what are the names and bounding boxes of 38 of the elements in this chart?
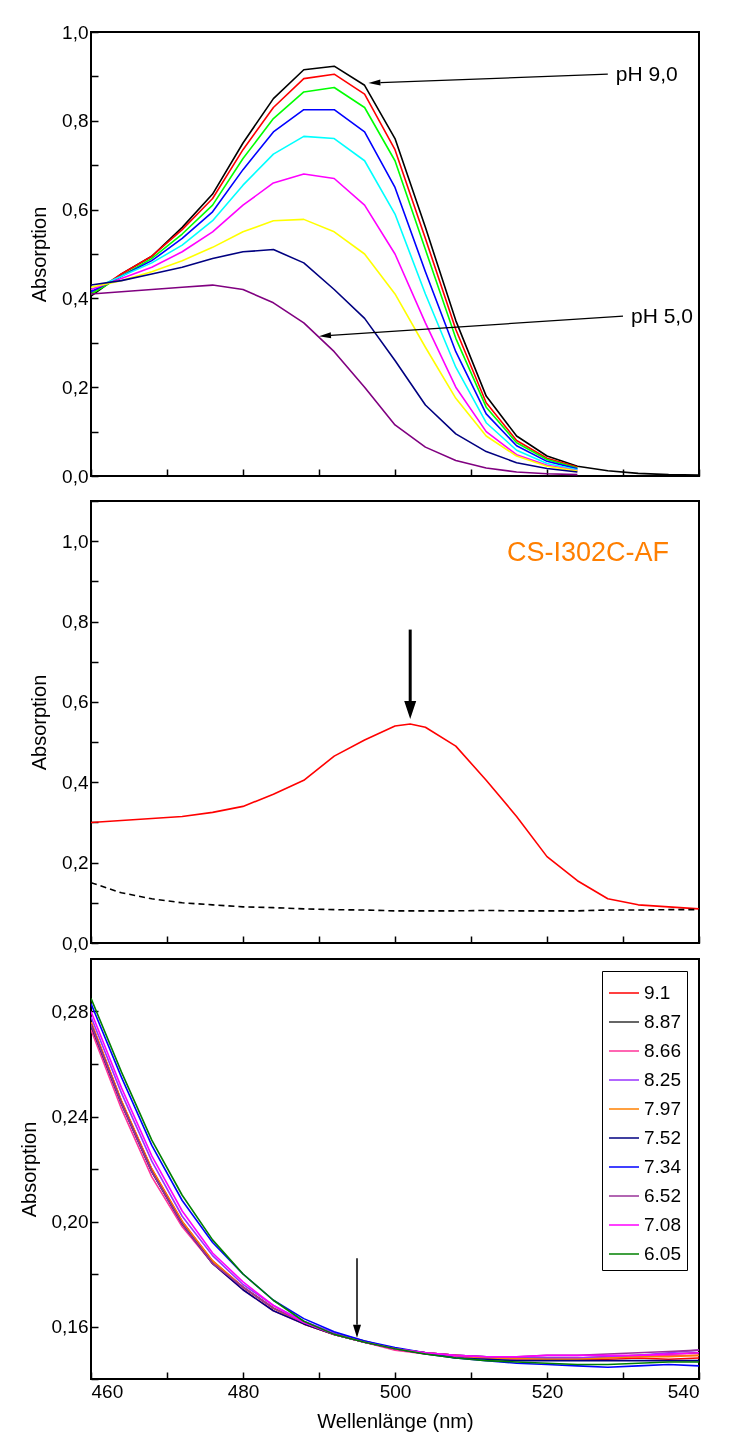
legend-label: 8.87 bbox=[644, 1011, 681, 1032]
x-axis-title: Wellenlänge (nm) bbox=[317, 1409, 474, 1432]
y-tick-label: 0,2 bbox=[62, 852, 89, 874]
y-tick-label: 0,6 bbox=[62, 691, 89, 713]
y-tick-label: 0,20 bbox=[51, 1211, 89, 1232]
x-tick-label: 540 bbox=[667, 1380, 700, 1402]
annotation: CS-I302C-AF bbox=[506, 537, 669, 567]
annotation: pH 9,0 bbox=[615, 62, 678, 86]
legend-label: 8.25 bbox=[644, 1069, 681, 1090]
y-tick-label: 0,28 bbox=[51, 1001, 89, 1022]
legend-label: 8.66 bbox=[644, 1040, 681, 1061]
y-tick-label: 0,24 bbox=[51, 1106, 89, 1127]
x-tick-label: 460 bbox=[91, 1380, 124, 1402]
y-tick-label: 0,6 bbox=[62, 199, 89, 221]
y-tick-label: 0,0 bbox=[62, 932, 89, 954]
y-axis-title: Absorption bbox=[28, 206, 51, 303]
legend-label: 7.97 bbox=[644, 1098, 681, 1119]
x-tick-label: 500 bbox=[379, 1380, 412, 1402]
y-tick-label: 1,0 bbox=[62, 21, 89, 43]
y-tick-label: 0,4 bbox=[62, 771, 89, 793]
x-tick-label: 520 bbox=[531, 1380, 564, 1402]
legend-label: 6.52 bbox=[644, 1185, 681, 1206]
y-axis-title: Absorption bbox=[28, 674, 51, 771]
legend-label: 7.52 bbox=[644, 1127, 681, 1148]
legend-label: 6.05 bbox=[644, 1243, 681, 1264]
y-tick-label: 0,8 bbox=[62, 110, 89, 132]
y-tick-label: 0,16 bbox=[51, 1316, 89, 1337]
y-tick-label: 0,0 bbox=[62, 465, 89, 487]
x-tick-label: 480 bbox=[227, 1380, 260, 1402]
legend-label: 7.34 bbox=[644, 1156, 682, 1177]
y-axis-title: Absorption bbox=[17, 1121, 40, 1218]
y-tick-label: 1,0 bbox=[62, 530, 89, 552]
legend-label: 9.1 bbox=[644, 982, 671, 1003]
annotation: pH 5,0 bbox=[631, 304, 693, 328]
legend-label: 7.08 bbox=[644, 1214, 681, 1235]
y-tick-label: 0,2 bbox=[62, 376, 89, 398]
y-tick-label: 0,4 bbox=[62, 287, 89, 309]
y-tick-label: 0,8 bbox=[62, 611, 89, 633]
